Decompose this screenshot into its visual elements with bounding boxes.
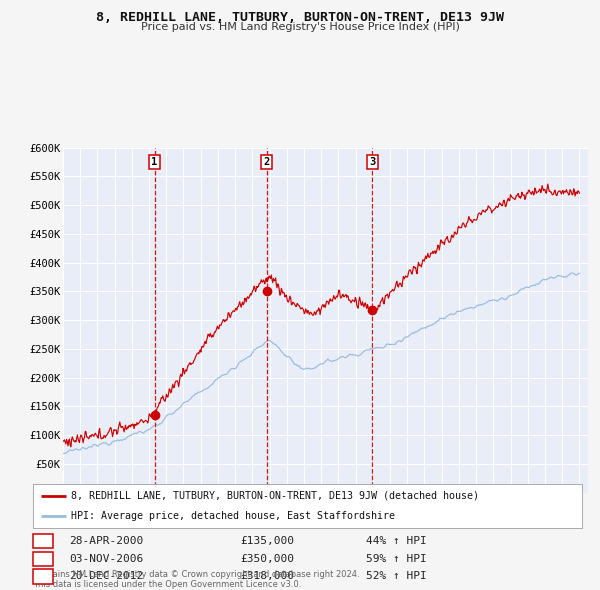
Text: £350,000: £350,000 <box>240 554 294 563</box>
Text: £135,000: £135,000 <box>240 536 294 546</box>
Text: 1: 1 <box>40 536 46 546</box>
Text: 2: 2 <box>40 554 46 563</box>
Text: £318,000: £318,000 <box>240 572 294 581</box>
Text: Contains HM Land Registry data © Crown copyright and database right 2024.
This d: Contains HM Land Registry data © Crown c… <box>33 570 359 589</box>
Text: 2: 2 <box>263 157 270 167</box>
Text: HPI: Average price, detached house, East Staffordshire: HPI: Average price, detached house, East… <box>71 511 395 521</box>
Text: 28-APR-2000: 28-APR-2000 <box>69 536 143 546</box>
Text: 03-NOV-2006: 03-NOV-2006 <box>69 554 143 563</box>
Text: Price paid vs. HM Land Registry's House Price Index (HPI): Price paid vs. HM Land Registry's House … <box>140 22 460 32</box>
Text: 59% ↑ HPI: 59% ↑ HPI <box>366 554 427 563</box>
Text: 52% ↑ HPI: 52% ↑ HPI <box>366 572 427 581</box>
Text: 3: 3 <box>369 157 376 167</box>
Text: 8, REDHILL LANE, TUTBURY, BURTON-ON-TRENT, DE13 9JW: 8, REDHILL LANE, TUTBURY, BURTON-ON-TREN… <box>96 11 504 24</box>
Text: 44% ↑ HPI: 44% ↑ HPI <box>366 536 427 546</box>
Text: 1: 1 <box>151 157 158 167</box>
Text: 3: 3 <box>40 572 46 581</box>
Text: 8, REDHILL LANE, TUTBURY, BURTON-ON-TRENT, DE13 9JW (detached house): 8, REDHILL LANE, TUTBURY, BURTON-ON-TREN… <box>71 491 479 501</box>
Text: 20-DEC-2012: 20-DEC-2012 <box>69 572 143 581</box>
